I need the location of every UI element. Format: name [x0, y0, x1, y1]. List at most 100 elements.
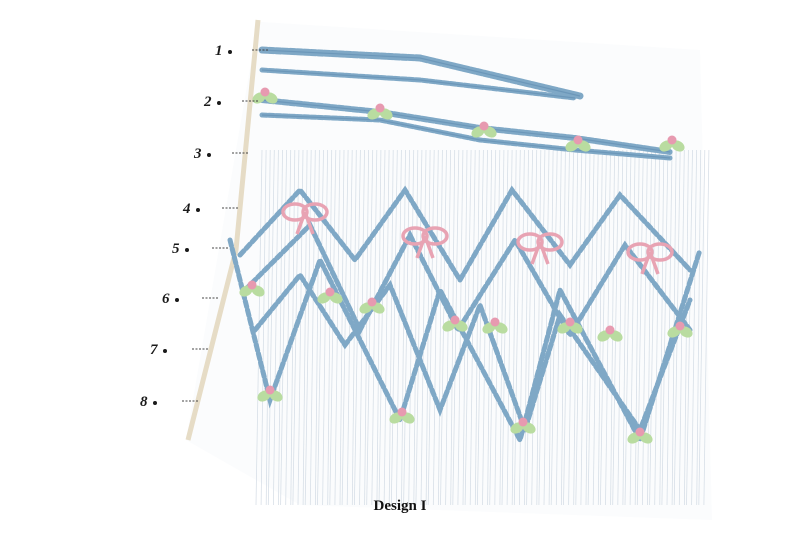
row-label-3: 3 — [194, 147, 211, 162]
row-label-number: 6 — [162, 291, 170, 307]
rose — [265, 385, 275, 395]
pleat-line — [464, 149, 472, 506]
rosebud-lattice — [597, 325, 623, 342]
row-label-dot — [162, 348, 167, 353]
row-label-number: 5 — [172, 241, 180, 257]
pleat-line — [341, 149, 349, 506]
row-label-7: 7 — [150, 343, 167, 358]
cable-row-1-shade — [261, 49, 581, 97]
pleat-line — [315, 149, 320, 506]
row-label-2: 2 — [204, 95, 221, 110]
pleat-line — [634, 149, 640, 506]
row-label-dot — [152, 400, 157, 405]
pleat-line — [585, 149, 591, 506]
pleat-line — [642, 149, 648, 506]
pleat-line — [378, 149, 386, 506]
rose — [675, 321, 685, 331]
pleat-line — [273, 149, 279, 506]
cable-row-1b — [259, 67, 578, 101]
pleat-line — [696, 149, 702, 506]
pleat-line — [649, 149, 656, 506]
rose — [367, 297, 377, 307]
bow-tail-right — [648, 251, 660, 275]
pleat-line — [600, 149, 607, 506]
rosebud-lattice — [359, 297, 385, 314]
pleat-line — [617, 149, 624, 506]
pleat-line — [513, 149, 521, 506]
row-label-number: 8 — [140, 394, 148, 410]
bow-loop-left — [626, 242, 654, 262]
rosebud-lattice — [442, 315, 468, 332]
bow-loop-right — [536, 232, 564, 252]
rosebud-top — [367, 103, 393, 120]
pleat-line — [432, 149, 439, 506]
cable-row-2b — [259, 112, 673, 161]
row-label-dot — [184, 247, 189, 252]
rosebud-lattice — [510, 417, 536, 434]
rose — [667, 135, 677, 145]
pleat-line — [334, 149, 341, 506]
cable-row-1 — [258, 46, 584, 100]
pleat-line — [346, 149, 353, 506]
pleat-line — [661, 149, 669, 506]
rosebud-top — [659, 135, 685, 152]
pleat-line — [401, 149, 406, 506]
pleat-line — [364, 149, 369, 506]
bow-loop-left — [281, 202, 309, 222]
rosebud-top — [471, 121, 497, 138]
pleat-line — [396, 149, 402, 506]
pleat-line — [265, 149, 271, 506]
pleat-line — [477, 149, 484, 506]
pleat-line — [427, 149, 435, 506]
pleat-line — [597, 149, 603, 506]
bow-tail-left — [530, 241, 542, 265]
rosebud-lattice — [239, 280, 265, 297]
pleat-line — [526, 149, 533, 506]
rose — [479, 121, 489, 131]
cable-zigzag — [237, 185, 693, 285]
row-label-number: 7 — [150, 342, 158, 358]
bow-tail-left — [415, 235, 427, 259]
pleat-line — [438, 149, 443, 506]
fabric-edge — [185, 19, 261, 441]
pleat-line — [659, 149, 665, 506]
row-label-6: 6 — [162, 292, 179, 307]
pleat-line — [390, 149, 398, 506]
pleat-line — [538, 149, 546, 506]
pleat-line — [260, 149, 267, 506]
rose — [247, 280, 257, 290]
rose — [490, 317, 500, 327]
pleat-line — [474, 149, 480, 506]
pleat-line — [506, 149, 513, 506]
figure-caption: Design I — [373, 498, 427, 514]
rosebud-top — [252, 87, 278, 104]
pleat-line — [580, 149, 587, 506]
rose — [605, 325, 615, 335]
pleat-line — [592, 149, 599, 506]
rosebud-lattice — [482, 317, 508, 334]
rose — [397, 407, 407, 417]
row-label-1: 1 — [215, 44, 232, 59]
rosebud-lattice — [557, 317, 583, 334]
pleat-line — [691, 149, 697, 506]
bow-tail-right — [538, 241, 550, 265]
row-ticks — [182, 49, 268, 402]
row-label-dot — [206, 152, 211, 157]
cable-row-2b-shade — [261, 114, 671, 159]
row-label-number: 4 — [183, 201, 191, 217]
pleat-line — [371, 149, 378, 506]
pleat-line — [366, 149, 374, 506]
row-label-number: 3 — [194, 146, 202, 162]
bow-loop-right — [646, 242, 674, 262]
row-label-dot — [174, 297, 179, 302]
pleat-line — [408, 149, 415, 506]
row-label-dot — [216, 100, 221, 105]
row-label-dot — [195, 207, 200, 212]
pleat-line — [587, 149, 595, 506]
rosebud-lattice — [257, 385, 283, 402]
rose — [565, 317, 575, 327]
pleat-line — [703, 149, 710, 506]
rosebud-lattice — [627, 427, 653, 444]
bow-tail-left — [640, 251, 652, 275]
